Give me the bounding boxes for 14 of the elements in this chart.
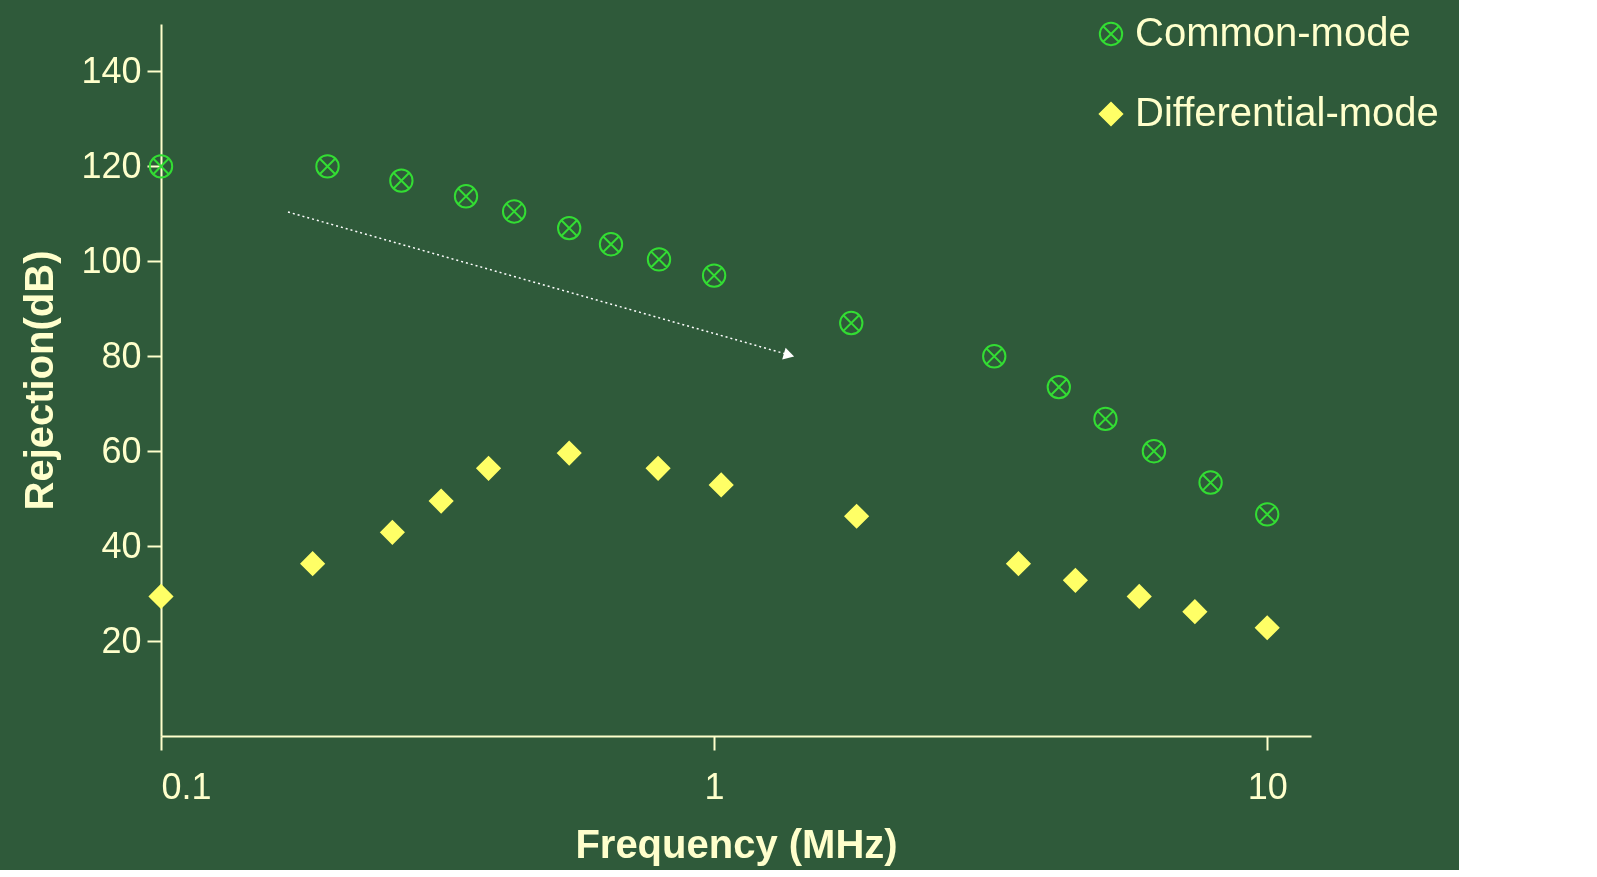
y-tick-label: 100 xyxy=(81,239,142,281)
y-tick-label: 140 xyxy=(81,49,142,91)
y-axis-title: Rejection(dB) xyxy=(17,250,62,511)
x-tick-label: 1 xyxy=(704,765,725,807)
y-tick-label: 40 xyxy=(101,524,142,566)
y-tick-label: 120 xyxy=(81,144,142,186)
x-axis-title: Frequency (MHz) xyxy=(575,821,898,866)
x-tick-label: 10 xyxy=(1247,765,1288,807)
legend-label: Common-mode xyxy=(1135,10,1411,54)
legend-label: Differential-mode xyxy=(1135,90,1439,134)
y-tick-label: 80 xyxy=(101,334,142,376)
x-tick-label: 0.1 xyxy=(161,765,212,807)
y-tick-label: 20 xyxy=(101,619,142,661)
y-tick-label: 60 xyxy=(101,429,142,471)
